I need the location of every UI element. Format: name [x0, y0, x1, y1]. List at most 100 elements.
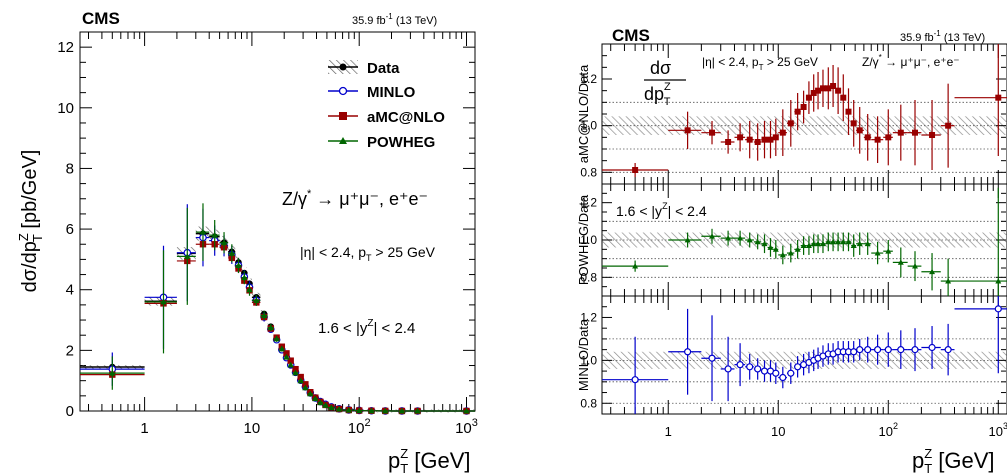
x-tick-label: 10 — [244, 420, 261, 437]
minlo-ratio-point — [772, 369, 780, 377]
minlo-ratio-point — [897, 346, 905, 354]
powheg-ratio-point — [850, 242, 857, 248]
minlo-ratio-point — [779, 373, 787, 382]
x-tick-label: 103 — [455, 417, 478, 437]
ratio-charts: CMS 35.9 fb-1 (13 TeV) 0.8 1.0 1.2 0.8 1.0 1.… — [576, 26, 1007, 475]
powheg-point — [328, 404, 335, 411]
powheg-point — [302, 384, 309, 391]
powheg-ratio-point — [709, 233, 716, 239]
right-cms-label: CMS — [612, 26, 650, 45]
right-cut-label: |η| < 2.4, pT > 25 GeV — [702, 55, 818, 72]
powheg-ratio-point — [819, 240, 826, 247]
amcnlo-ratio-point — [912, 129, 919, 136]
powheg-ratio-point — [737, 235, 744, 241]
powheg-ratio-point — [779, 251, 786, 258]
y-tick-label: 1.2 — [580, 72, 597, 86]
y-tick-label: 12 — [57, 39, 74, 56]
powheg-point — [312, 395, 319, 402]
powheg-point — [184, 253, 191, 259]
y-tick-label: 0 — [66, 403, 74, 420]
powheg-ratio-point — [684, 237, 691, 243]
x-tick-label: 1 — [665, 424, 672, 439]
amcnlo-ratio-point — [761, 136, 768, 143]
amcnlo-ratio-point — [945, 122, 952, 129]
powheg-point — [292, 369, 299, 376]
powheg-point — [278, 345, 286, 352]
powheg-ratio-point — [772, 246, 779, 252]
amcnlo-point — [297, 373, 304, 381]
powheg-ratio-point — [995, 278, 1002, 284]
amcnlo-ratio-point — [815, 87, 822, 94]
powheg-ratio-point — [787, 250, 794, 256]
minlo-ratio-point — [787, 369, 795, 377]
main-spectrum-chart: 0 2 4 6 8 10 12 1 10 102 103 CMS 35.9 fb-1 (13 TeV… — [16, 9, 478, 475]
powheg-ratio-point — [767, 244, 774, 250]
x-tick-label: 103 — [989, 421, 1007, 439]
minlo-ratio-point — [746, 363, 754, 371]
powheg-point — [211, 231, 218, 238]
powheg-point — [398, 407, 406, 414]
powheg-point — [368, 407, 375, 414]
powheg-point — [160, 298, 167, 305]
minlo-ratio-point — [874, 346, 882, 354]
left-cut-label: |η| < 2.4, pT > 25 GeV — [300, 244, 436, 263]
legend-entry-minlo: MINLO — [328, 84, 416, 101]
y-tick-label: 1.0 — [580, 233, 597, 247]
left-y-axis-label: dσ/dpZT [pb/GeV] — [16, 150, 45, 293]
y-tick-label: 0.8 — [580, 165, 597, 179]
powheg-point — [287, 361, 294, 368]
minlo-ratio-label: MINLO/Data — [576, 318, 591, 391]
legend-amcnlo-label: aMC@NLO — [367, 109, 445, 126]
powheg-point — [220, 239, 228, 246]
powheg-ratio-point — [805, 242, 812, 248]
minlo-ratio-point — [736, 361, 744, 369]
amcnlo-ratio-point — [737, 134, 744, 141]
right-x-axis-label: pZ T [GeV] — [912, 446, 995, 475]
x-tick-label: 10 — [771, 424, 785, 439]
amcnlo-ratio-point — [845, 108, 852, 115]
amcnlo-point — [287, 357, 294, 364]
fraction-denominator: dpZ T — [644, 81, 671, 108]
left-x-axis-label: pZ T [GeV] — [388, 446, 471, 475]
minlo-ratio-point — [754, 365, 762, 373]
amcnlo-point — [283, 350, 290, 357]
minlo-ratio-point — [911, 346, 919, 354]
y-tick-label: 10 — [57, 100, 74, 117]
powheg-point — [414, 407, 421, 414]
powheg-point — [345, 406, 353, 413]
y-tick-label: 4 — [66, 282, 74, 299]
amcnlo-ratio-point — [874, 136, 881, 143]
amcnlo-ratio-point — [929, 132, 936, 138]
powheg-ratio-point — [897, 259, 904, 265]
y-tick-label: 8 — [66, 160, 74, 177]
powheg-ratio-point — [754, 238, 761, 245]
amcnlo-ratio-point — [779, 129, 786, 136]
powheg-ratio-point — [830, 238, 837, 245]
amcnlo-ratio-point — [835, 87, 842, 94]
powheg-point — [267, 324, 274, 331]
powheg-point — [322, 402, 329, 408]
powheg-point — [463, 407, 470, 414]
amcnlo-ratio-point — [850, 120, 857, 127]
x-tick-label: 102 — [879, 421, 898, 439]
minlo-ratio-point — [794, 363, 802, 371]
amcnlo-ratio-point — [709, 129, 716, 136]
legend-data-label: Data — [367, 60, 400, 77]
amcnlo-ratio-point — [787, 120, 794, 127]
powheg-ratio-point — [632, 263, 639, 269]
powheg-point — [297, 377, 304, 384]
powheg-point — [273, 335, 280, 342]
powheg-ratio-point — [746, 237, 753, 243]
minlo-ratio-point — [631, 376, 639, 384]
right-marks — [602, 44, 1007, 414]
amcnlo-ratio-point — [825, 85, 832, 92]
minlo-ratio-point — [944, 346, 952, 354]
powheg-point — [199, 228, 207, 235]
legend-entry-powheg: POWHEG — [328, 134, 435, 151]
amcnlo-ratio-point — [830, 83, 837, 89]
right-axes: 0.8 1.0 1.2 0.8 1.0 1.2 0.8 1.0 1.2 1 10 102 103 — [580, 43, 1007, 439]
powheg-ratio-point — [874, 250, 881, 256]
y-tick-label: 1.2 — [580, 196, 597, 210]
powheg-point — [246, 286, 253, 293]
